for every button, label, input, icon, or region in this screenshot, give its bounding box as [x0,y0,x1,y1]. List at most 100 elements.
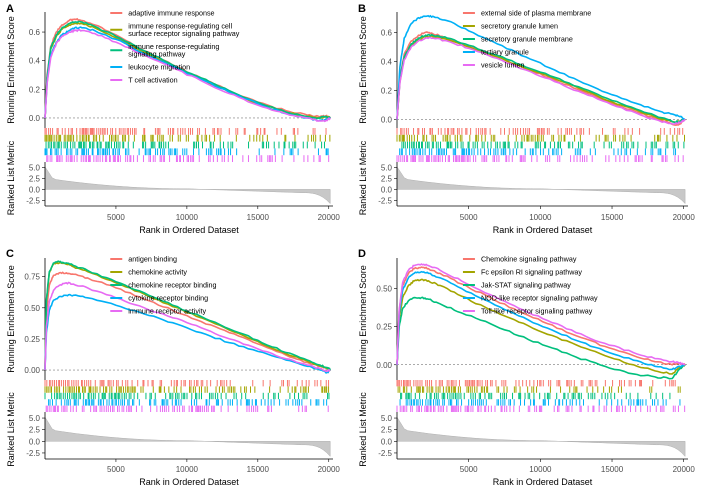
es-y-axis-title: Running Enrichment Score [6,265,16,373]
es-y-tick-label: 0.50 [24,304,40,313]
es-line-1 [44,271,331,371]
es-line-3 [44,260,331,372]
metric-y-tick-label: 0.0 [29,185,41,194]
panel-D: D 0.00 0.25 0.50 5.0 2.5 0.0 -2.5 5000 10000 15000… [358,248,695,487]
es-line-2 [396,278,686,375]
x-tick-label: 15000 [601,465,624,474]
panel-letter: B [358,3,366,15]
es-y-tick-label: 0.75 [24,273,40,282]
es-line-5 [44,28,331,123]
x-axis-title: Rank in Ordered Dataset [493,225,593,235]
metric-y-tick-label: 5.0 [381,164,393,173]
es-line-3 [396,296,686,380]
x-axis-title: Rank in Ordered Dataset [139,477,239,487]
metric-y-tick-label: 0.0 [29,437,41,446]
legend-label: chemokine receptor binding [128,281,216,290]
x-tick-label: 20000 [318,213,341,222]
es-y-tick-label: 0.2 [29,85,41,94]
hit-band-2 [44,386,330,393]
x-tick-label: 20000 [673,213,696,222]
hit-band-5 [396,155,684,162]
metric-y-tick-label: -2.5 [26,196,40,205]
legend-label: Chemokine signaling pathway [481,255,577,264]
panel-letter: A [6,3,14,15]
legend: external side of plasma membrane secretor… [462,9,591,70]
es-line-1 [396,266,686,366]
x-tick-label: 20000 [318,465,341,474]
metric-y-tick-label: 2.5 [381,175,393,184]
es-y-tick-label: 0.0 [381,115,393,124]
hit-band-5 [396,405,686,412]
metric-y-axis-title: Ranked List Metric [6,140,16,215]
es-y-tick-label: 0.25 [24,335,40,344]
hit-band-5 [46,155,330,162]
legend-label: signaling pathway [128,50,186,59]
legend: adaptive immune response immune response-… [110,9,240,85]
es-line-3 [44,20,331,120]
metric-y-tick-label: 2.5 [29,426,41,435]
legend-label: leukocyte migration [128,63,190,72]
legend-label: NOD-like receptor signaling pathway [481,294,598,303]
hit-band-5 [45,405,329,412]
x-tick-label: 10000 [176,465,199,474]
metric-y-tick-label: 2.5 [29,175,41,184]
x-tick-label: 15000 [247,465,270,474]
es-line-4 [44,293,331,374]
legend-label: external side of plasma membrane [481,9,591,18]
legend-label: secretory granule membrane [481,35,573,44]
hit-band-3 [45,141,325,149]
legend-label: chemokine activity [128,268,187,277]
es-y-tick-label: 0.25 [376,323,392,332]
es-y-axis-title: Running Enrichment Score [358,16,368,124]
metric-y-tick-label: -2.5 [378,449,392,458]
ranked-metric-area [44,165,331,205]
es-line-3 [396,33,686,124]
metric-y-tick-label: 5.0 [29,164,41,173]
es-y-tick-label: 0.50 [376,285,392,294]
es-line-4 [396,14,686,121]
es-y-tick-label: 0.6 [381,28,393,37]
legend-label: Fc epsilon RI signaling pathway [481,268,582,277]
legend-label: tertiary granule [481,48,529,57]
legend-label: immune receptor activity [128,307,206,316]
es-line-5 [396,263,686,366]
es-y-tick-label: 0.00 [24,366,40,375]
legend-label: immune response-regulating cell [128,22,232,31]
x-axis-title: Rank in Ordered Dataset [493,477,593,487]
hit-band-4 [399,148,677,156]
metric-y-tick-label: -2.5 [26,449,40,458]
metric-y-axis-title: Ranked List Metric [358,392,368,467]
ranked-metric-area [44,416,331,458]
hit-band-1 [396,380,676,387]
hit-band-3 [401,141,685,149]
legend-label: T cell activation [128,76,177,85]
es-y-tick-label: 0.6 [29,28,41,37]
hit-band-1 [396,128,684,135]
es-y-tick-label: 0.0 [29,114,41,123]
metric-y-tick-label: 5.0 [29,414,41,423]
hit-band-4 [399,399,681,406]
hit-band-3 [400,392,671,400]
panel-C: C 0.00 0.25 0.50 0.75 5.0 2.5 0.0 -2.5 5000 10000 1… [6,248,340,487]
ranked-metric-area [396,165,686,205]
metric-y-tick-label: 0.0 [381,437,393,446]
hit-band-2 [397,386,681,393]
panel-letter: D [358,248,366,260]
legend: antigen binding chemokine activity chemoki… [110,255,217,316]
legend-label: immune response-regulating [128,42,219,51]
hit-band-4 [48,399,328,406]
legend-label: vesicle lumen [481,61,525,70]
x-tick-label: 5000 [107,465,125,474]
legend-label: adaptive immune response [128,9,214,18]
ranked-metric-area [396,416,686,458]
x-tick-label: 5000 [460,213,478,222]
legend-label: secretory granule lumen [481,22,558,31]
hit-band-2 [396,134,685,142]
x-tick-label: 10000 [529,213,552,222]
es-y-tick-label: 0.4 [29,57,41,66]
hit-band-4 [44,148,329,156]
x-axis-title: Rank in Ordered Dataset [139,225,239,235]
es-y-tick-label: 0.00 [376,361,392,370]
legend-label: cytokine receptor binding [128,294,208,303]
